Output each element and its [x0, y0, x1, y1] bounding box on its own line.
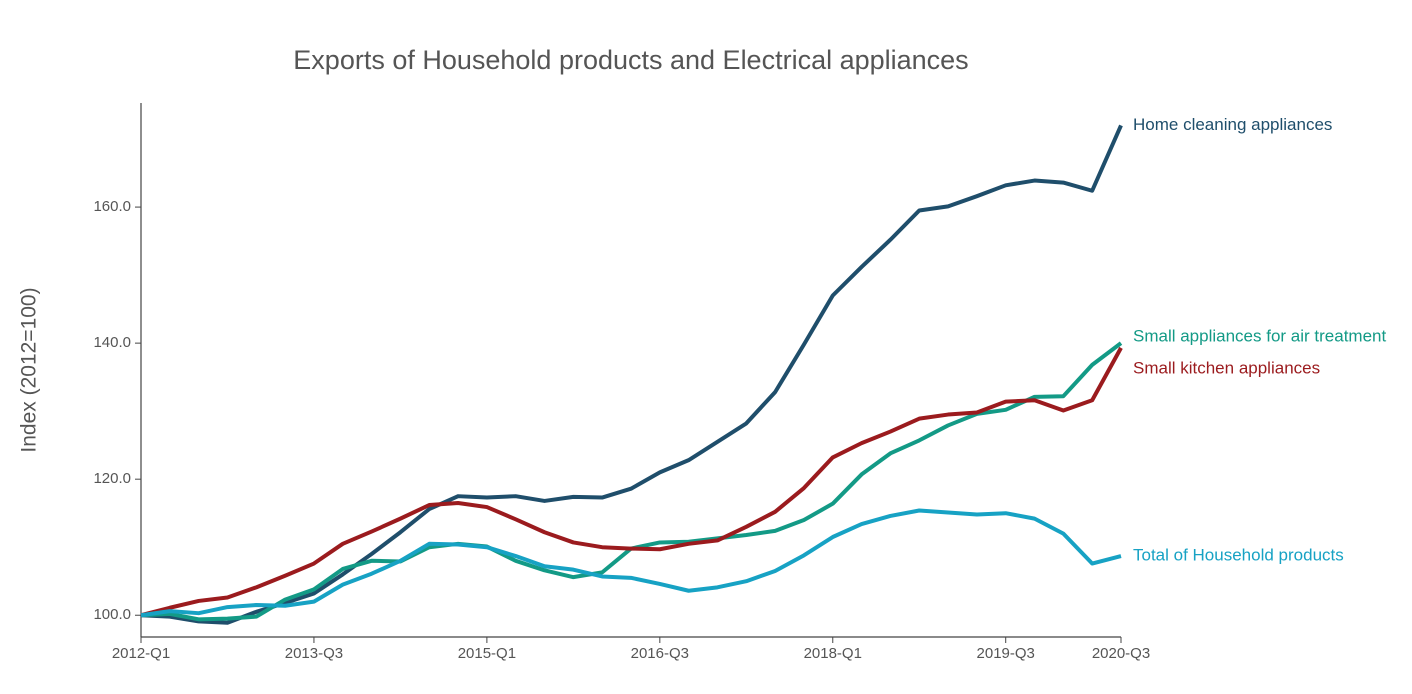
line: [140, 124, 1123, 625]
x-tick-label: 2019-Q3: [977, 645, 1035, 662]
x-tick-label: 2015-Q1: [458, 645, 516, 662]
y-tick-label: 160.0: [93, 198, 131, 215]
x-tick-label: 2012-Q1: [112, 645, 170, 662]
x-tick-label: 2016-Q3: [631, 645, 689, 662]
x-tick-label: 2013-Q3: [285, 645, 343, 662]
y-tick-label: 140.0: [93, 334, 131, 351]
series-label: Home cleaning appliances: [1133, 115, 1332, 134]
line: [140, 346, 1123, 618]
x-tick-label: 2020-Q3: [1092, 645, 1150, 662]
chart-title: Exports of Household products and Electr…: [293, 45, 968, 75]
y-axis-label: Index (2012=100): [18, 287, 41, 452]
y-tick-label: 120.0: [93, 470, 131, 487]
x-tick-label: 2018-Q1: [804, 645, 862, 662]
series-label: Small kitchen appliances: [1133, 358, 1320, 377]
series-label: Small appliances for air treatment: [1133, 327, 1387, 346]
series-label: Total of Household products: [1133, 546, 1344, 565]
y-tick-label: 100.0: [93, 606, 131, 623]
line: [140, 508, 1122, 618]
